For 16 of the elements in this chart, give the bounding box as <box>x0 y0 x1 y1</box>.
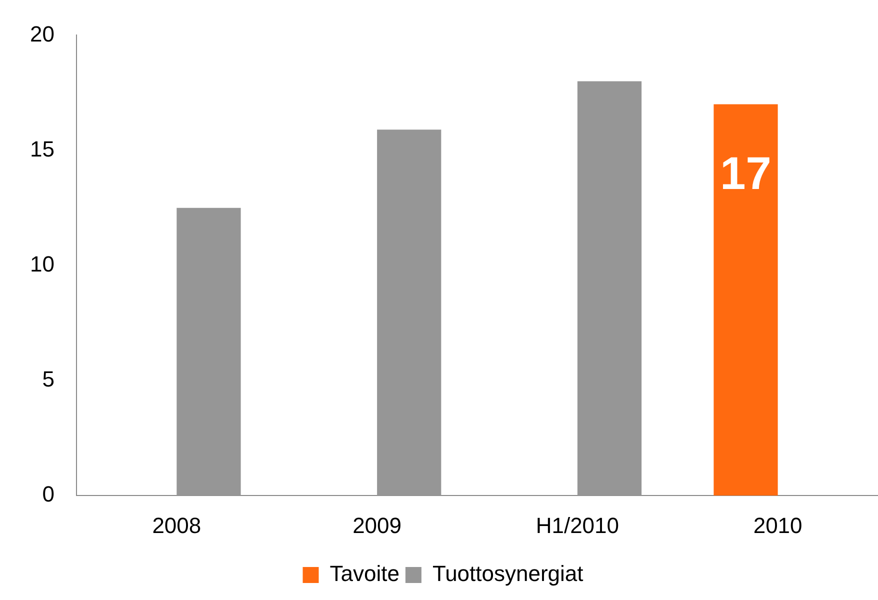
y-tick-label: 15 <box>30 136 54 162</box>
data-label: 17 <box>720 146 772 199</box>
bar <box>176 208 241 496</box>
y-tick-label: 0 <box>42 482 54 507</box>
bar <box>714 104 778 496</box>
bar <box>377 130 442 496</box>
legend-label: Tuottosynergiat <box>432 561 584 586</box>
x-tick-label: H1/2010 <box>536 512 620 538</box>
x-tick-label: 2009 <box>352 512 402 538</box>
y-tick-label: 10 <box>30 251 54 276</box>
y-tick-label: 20 <box>30 21 54 46</box>
x-tick-label: 2010 <box>753 512 802 538</box>
legend-label: Tavoite <box>330 561 400 586</box>
y-tick-label: 5 <box>42 366 54 392</box>
bar <box>577 81 642 496</box>
x-tick-label: 2008 <box>152 512 202 538</box>
